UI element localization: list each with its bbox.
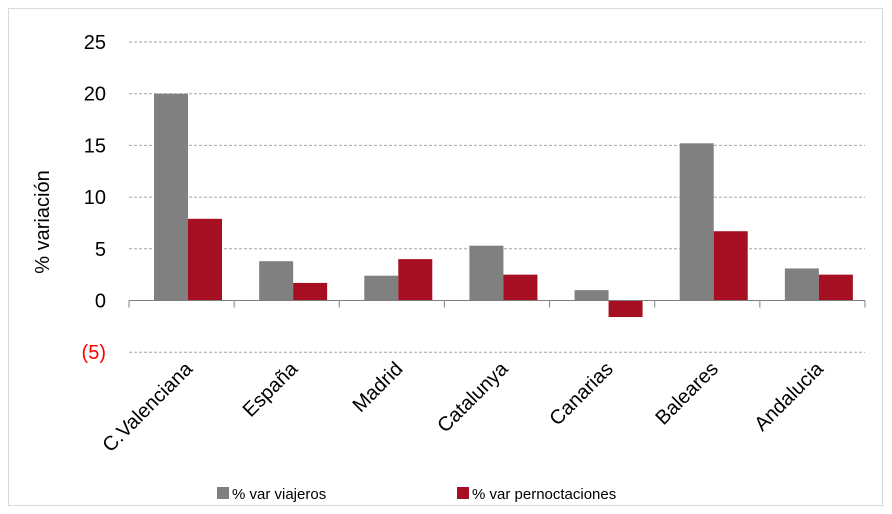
y-axis-ticks: 25 20 15 10 5 0 (5) (82, 32, 106, 364)
bars (154, 93, 853, 318)
legend-label: % var pernoctaciones (472, 486, 616, 503)
x-category-label: Andalucia (750, 357, 828, 435)
bar-pernoctaciones (398, 259, 433, 301)
bar-viajeros (679, 143, 714, 301)
bar-viajeros (574, 290, 609, 301)
bar-pernoctaciones (188, 218, 222, 301)
bar-pernoctaciones (818, 274, 853, 301)
x-category-label: C.Valenciana (98, 357, 197, 456)
bar-viajeros (154, 93, 188, 301)
x-category-label: España (239, 357, 303, 421)
x-category-label: Madrid (349, 358, 408, 417)
y-tick-label: (5) (82, 342, 106, 364)
bar-viajeros (259, 261, 294, 301)
legend-swatch (457, 487, 469, 499)
legend-swatch (217, 487, 229, 499)
y-tick-label: 0 (95, 291, 106, 313)
bar-pernoctaciones (608, 300, 643, 318)
y-tick-label: 20 (84, 84, 106, 106)
x-category-label: Canarias (546, 358, 618, 430)
bar-pernoctaciones (293, 282, 328, 301)
bar-viajeros (364, 275, 399, 301)
x-category-label: Baleares (651, 358, 722, 429)
bar-pernoctaciones (503, 274, 538, 301)
x-axis (128, 300, 866, 308)
x-category-label: Catalunya (433, 357, 513, 437)
bar-viajeros (784, 268, 819, 301)
y-axis-label: % variación (32, 170, 54, 273)
bar-viajeros (469, 245, 504, 301)
x-axis-categories: C.Valenciana España Madrid Catalunya Canaria… (98, 357, 828, 456)
y-tick-label: 15 (84, 135, 106, 157)
y-tick-label: 25 (84, 32, 106, 54)
legend-label: % var viajeros (232, 486, 326, 503)
bar-pernoctaciones (713, 231, 748, 301)
y-tick-label: 5 (95, 239, 106, 261)
y-tick-label: 10 (84, 187, 106, 209)
legend: % var viajeros % var pernoctaciones (217, 486, 616, 503)
gridlines (129, 41, 865, 353)
